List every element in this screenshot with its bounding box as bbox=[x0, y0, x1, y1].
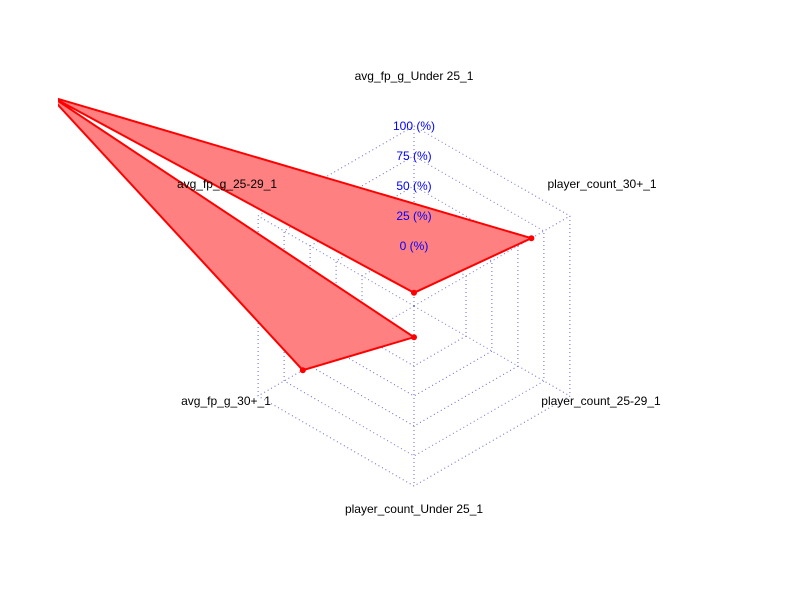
radar-grid bbox=[257, 125, 571, 487]
axis-label: avg_fp_g_25-29_1 bbox=[177, 177, 277, 191]
radar-tick-labels: 0 (%) 25 (%) 50 (%) 75 (%) 100 (%) bbox=[393, 119, 435, 253]
series-area-0 bbox=[58, 97, 535, 372]
tick-label: 0 (%) bbox=[400, 239, 429, 253]
axis-label: player_count_25-29_1 bbox=[541, 394, 661, 408]
axis-label: avg_fp_g_30+_1 bbox=[181, 394, 271, 408]
tick-label: 25 (%) bbox=[396, 209, 431, 223]
radar-points bbox=[299, 235, 535, 374]
axis-label: player_count_Under 25_1 bbox=[345, 502, 483, 516]
radar-series bbox=[58, 97, 535, 372]
radar-axis-labels: avg_fp_g_Under 25_1 player_count_30+_1pla… bbox=[177, 69, 661, 516]
data-point-1 bbox=[528, 235, 535, 242]
tick-label: 50 (%) bbox=[396, 179, 431, 193]
tick-label: 100 (%) bbox=[393, 119, 435, 133]
data-point-0 bbox=[411, 289, 417, 296]
axis-label: avg_fp_g_Under 25_1 bbox=[355, 69, 474, 83]
axis-label: player_count_30+_1 bbox=[547, 177, 656, 191]
data-point-4 bbox=[299, 367, 306, 374]
tick-label: 75 (%) bbox=[396, 149, 431, 163]
data-point-3 bbox=[411, 334, 417, 341]
